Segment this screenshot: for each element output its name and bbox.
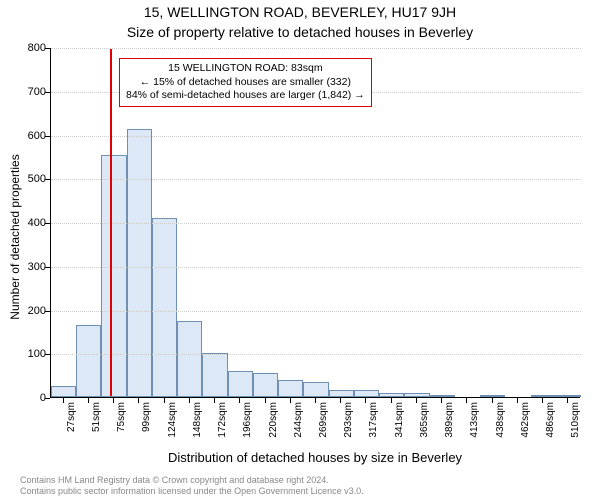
histogram-bar bbox=[228, 371, 253, 397]
xtick-label: 341sqm bbox=[394, 402, 405, 438]
xtick-mark bbox=[340, 398, 341, 403]
histogram-bar bbox=[51, 386, 76, 397]
ytick-label: 300 bbox=[6, 261, 46, 273]
histogram-bar bbox=[76, 325, 101, 397]
ytick-label: 200 bbox=[6, 305, 46, 317]
histogram-bar bbox=[101, 155, 126, 397]
ytick-label: 600 bbox=[6, 130, 46, 142]
axes-frame: 15 WELLINGTON ROAD: 83sqm ← 15% of detac… bbox=[50, 48, 580, 398]
xtick-mark bbox=[441, 398, 442, 403]
xtick-label: 365sqm bbox=[419, 402, 430, 438]
histogram-bar bbox=[430, 395, 455, 397]
x-axis-label: Distribution of detached houses by size … bbox=[50, 450, 580, 465]
xtick-label: 220sqm bbox=[268, 402, 279, 438]
xtick-label: 510sqm bbox=[570, 402, 581, 438]
xtick-mark bbox=[466, 398, 467, 403]
xtick-mark bbox=[365, 398, 366, 403]
histogram-bar bbox=[329, 390, 354, 397]
xtick-mark bbox=[214, 398, 215, 403]
histogram-bar bbox=[278, 380, 303, 397]
footer-attribution: Contains HM Land Registry data © Crown c… bbox=[20, 475, 580, 496]
xtick-mark bbox=[239, 398, 240, 403]
ytick-label: 0 bbox=[6, 392, 46, 404]
xtick-mark bbox=[265, 398, 266, 403]
histogram-bar bbox=[127, 129, 152, 397]
xtick-mark bbox=[113, 398, 114, 403]
histogram-bar bbox=[202, 353, 227, 397]
histogram-bar bbox=[556, 395, 581, 397]
xtick-label: 51sqm bbox=[91, 402, 102, 432]
ytick-label: 400 bbox=[6, 217, 46, 229]
xtick-label: 486sqm bbox=[545, 402, 556, 438]
title-address: 15, WELLINGTON ROAD, BEVERLEY, HU17 9JH bbox=[0, 4, 600, 20]
xtick-label: 413sqm bbox=[469, 402, 480, 438]
annotation-box: 15 WELLINGTON ROAD: 83sqm ← 15% of detac… bbox=[119, 58, 372, 107]
xtick-mark bbox=[189, 398, 190, 403]
xtick-label: 244sqm bbox=[293, 402, 304, 438]
gridline-h bbox=[51, 48, 581, 49]
xtick-label: 148sqm bbox=[192, 402, 203, 438]
gridline-h bbox=[51, 311, 581, 312]
histogram-bar bbox=[531, 395, 556, 397]
xtick-mark bbox=[492, 398, 493, 403]
xtick-mark bbox=[138, 398, 139, 403]
xtick-label: 317sqm bbox=[368, 402, 379, 438]
plot-area: 15 WELLINGTON ROAD: 83sqm ← 15% of detac… bbox=[50, 48, 580, 398]
xtick-label: 269sqm bbox=[318, 402, 329, 438]
gridline-h bbox=[51, 354, 581, 355]
xtick-mark bbox=[63, 398, 64, 403]
xtick-label: 75sqm bbox=[116, 402, 127, 432]
annotation-line: 15 WELLINGTON ROAD: 83sqm bbox=[126, 62, 365, 76]
gridline-h bbox=[51, 267, 581, 268]
xtick-mark bbox=[517, 398, 518, 403]
footer-line: Contains HM Land Registry data © Crown c… bbox=[20, 475, 580, 485]
xtick-label: 462sqm bbox=[520, 402, 531, 438]
xtick-mark bbox=[542, 398, 543, 403]
histogram-bar bbox=[152, 218, 177, 397]
marker-line bbox=[110, 49, 112, 396]
xtick-label: 196sqm bbox=[242, 402, 253, 438]
ytick-label: 100 bbox=[6, 348, 46, 360]
xtick-label: 124sqm bbox=[167, 402, 178, 438]
xtick-mark bbox=[88, 398, 89, 403]
gridline-h bbox=[51, 223, 581, 224]
xtick-label: 172sqm bbox=[217, 402, 228, 438]
xtick-mark bbox=[567, 398, 568, 403]
ytick-label: 800 bbox=[6, 42, 46, 54]
xtick-mark bbox=[290, 398, 291, 403]
annotation-line: 84% of semi-detached houses are larger (… bbox=[126, 89, 365, 103]
histogram-bar bbox=[354, 390, 379, 397]
xtick-mark bbox=[391, 398, 392, 403]
histogram-bar bbox=[379, 393, 404, 397]
footer-line: Contains public sector information licen… bbox=[20, 486, 580, 496]
title-subtitle: Size of property relative to detached ho… bbox=[0, 24, 600, 40]
gridline-h bbox=[51, 136, 581, 137]
histogram-bar bbox=[177, 321, 202, 397]
ytick-label: 500 bbox=[6, 173, 46, 185]
histogram-bar bbox=[253, 373, 278, 397]
ytick-label: 700 bbox=[6, 86, 46, 98]
xtick-label: 99sqm bbox=[141, 402, 152, 432]
histogram-bar bbox=[404, 393, 429, 397]
xtick-label: 438sqm bbox=[495, 402, 506, 438]
histogram-bar bbox=[480, 395, 505, 397]
chart-container: 15, WELLINGTON ROAD, BEVERLEY, HU17 9JH … bbox=[0, 0, 600, 500]
xtick-label: 27sqm bbox=[66, 402, 77, 432]
xtick-label: 389sqm bbox=[444, 402, 455, 438]
xtick-mark bbox=[315, 398, 316, 403]
xtick-label: 293sqm bbox=[343, 402, 354, 438]
xtick-mark bbox=[416, 398, 417, 403]
xtick-mark bbox=[164, 398, 165, 403]
gridline-h bbox=[51, 179, 581, 180]
annotation-line: ← 15% of detached houses are smaller (33… bbox=[126, 76, 365, 90]
histogram-bar bbox=[303, 382, 328, 397]
